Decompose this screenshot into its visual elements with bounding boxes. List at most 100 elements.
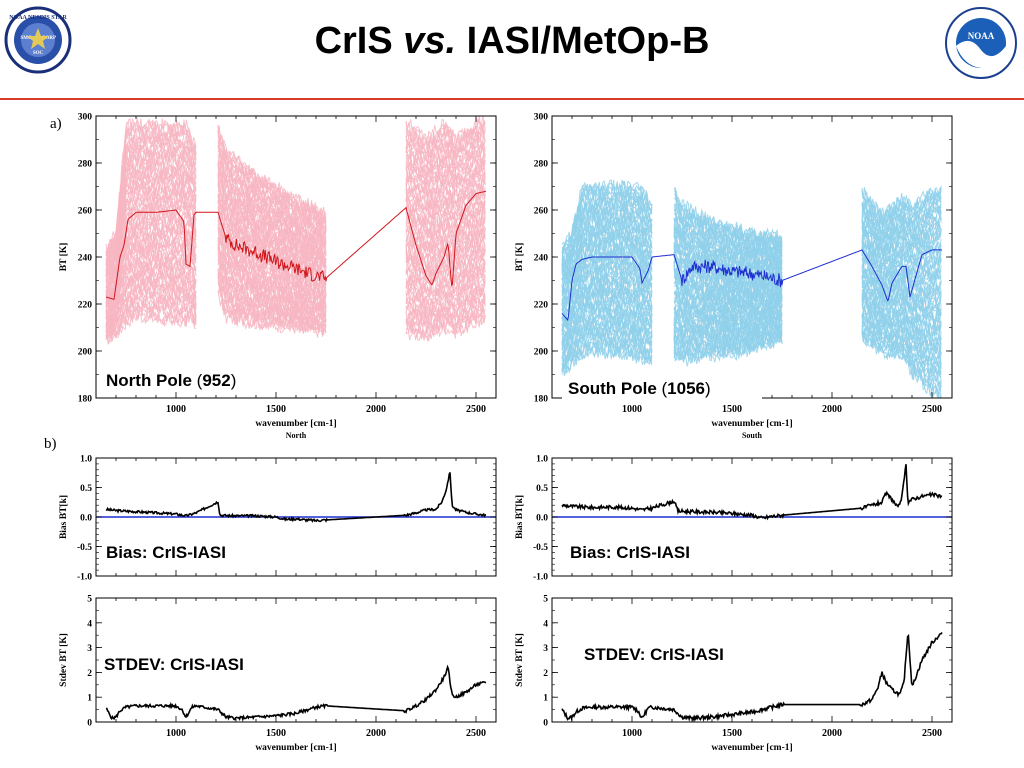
y-axis-label: Stdev BT [K] <box>59 633 69 687</box>
bt-north-chart: 180 200 220 240 260 280 300 1000 1500 2000 2500 wav… <box>59 113 497 440</box>
spectrum-line <box>673 281 783 307</box>
y-tick-label: 1 <box>87 694 92 704</box>
y-tick-label: 5 <box>543 595 548 605</box>
y-tick-label: 220 <box>78 301 93 311</box>
svg-text:CORP: CORP <box>42 36 56 41</box>
y-tick-label: 300 <box>534 113 549 123</box>
pole-label-bg <box>100 368 286 392</box>
spectrum-line <box>861 207 942 241</box>
y-tick-label: 300 <box>78 113 93 123</box>
spectrum-line <box>561 246 653 305</box>
series-group <box>561 631 943 722</box>
y-tick-label: 260 <box>534 207 549 217</box>
spectrum-line <box>405 192 486 223</box>
y-tick-label: 0.5 <box>80 484 92 494</box>
x-tick-label: 1500 <box>266 728 286 739</box>
y-tick-label: 240 <box>534 254 549 264</box>
spectrum-line <box>217 230 327 296</box>
series-group <box>105 664 487 722</box>
spectrum-line <box>405 163 486 192</box>
y-tick-label: -0.5 <box>77 543 92 553</box>
spectrum-line <box>673 310 783 334</box>
spectrum-line <box>861 299 942 352</box>
pole-paren-close: ) <box>231 371 237 390</box>
spectrum-line <box>405 200 486 227</box>
svg-text:SMC: SMC <box>20 36 32 41</box>
y-axis-label: BT [K] <box>59 243 69 272</box>
pole-label-bg <box>562 376 762 400</box>
pole-label-text: South Pole (1056) <box>568 379 711 398</box>
x-tick-label: 1500 <box>722 404 742 415</box>
header-rule <box>0 98 1024 100</box>
y-tick-label: 3 <box>87 644 92 654</box>
x-tick-label: 2500 <box>922 728 942 739</box>
x-tick-label: 1500 <box>722 728 742 739</box>
x-tick-label: 2000 <box>366 404 386 415</box>
x-tick-label: 1500 <box>266 404 286 415</box>
mean-spectrum-line <box>105 190 487 300</box>
spectrum-line <box>861 260 942 298</box>
spectrum-line <box>217 255 327 314</box>
spectrum-line <box>405 134 486 165</box>
spectrum-line <box>105 117 197 255</box>
spectrum-line <box>217 193 327 272</box>
spectrum-line <box>217 153 327 238</box>
spectrum-line <box>561 308 653 352</box>
spectrum-line <box>561 289 653 330</box>
y-axis-label: Stdev BT [K] <box>515 633 525 687</box>
bias-north-chart: -1.0 -0.5 0.0 0.5 1.0 Bias BT[k] Bias: CrIS-IA… <box>59 455 497 583</box>
series-label: STDEV: CrIS-IASI <box>104 655 244 674</box>
spectrum-line <box>217 145 327 237</box>
y-tick-label: 180 <box>78 395 93 405</box>
x-tick-label: 2500 <box>466 728 486 739</box>
spectrum-line <box>561 331 653 371</box>
spectrum-line <box>405 223 486 253</box>
y-tick-label: -1.0 <box>77 573 92 583</box>
series-line <box>105 664 487 722</box>
y-tick-label: 0.0 <box>536 514 548 524</box>
spectrum-line <box>561 264 653 315</box>
panel-letter-a: a) <box>50 116 62 132</box>
y-axis-label: Bias BT[k] <box>59 495 69 539</box>
x-tick-label: 1000 <box>622 728 642 739</box>
spectrum-line <box>405 281 486 311</box>
spectrum-line <box>673 329 783 359</box>
spectrum-line <box>217 274 327 328</box>
spectrum-line <box>561 236 653 293</box>
spectra-group <box>561 179 942 398</box>
svg-text:NOAA: NOAA <box>968 31 995 41</box>
svg-text:SOC: SOC <box>33 51 44 56</box>
spectrum-line <box>673 268 783 299</box>
pole-label-text: North Pole (952) <box>106 371 236 390</box>
y-axis-label: Bias BT[k] <box>515 495 525 539</box>
spectrum-line <box>561 324 653 363</box>
noaa-logo: NOAA <box>945 7 1017 79</box>
spectrum-line <box>561 257 653 311</box>
y-tick-label: 3 <box>543 644 548 654</box>
spectrum-line <box>405 164 486 194</box>
pole-name: South Pole <box>568 379 662 398</box>
spectrum-line <box>217 125 327 223</box>
y-tick-label: 220 <box>534 301 549 311</box>
spectrum-line <box>861 204 942 239</box>
y-tick-label: -1.0 <box>533 573 548 583</box>
spectrum-line <box>405 314 486 343</box>
spectrum-line <box>405 213 486 243</box>
stdev-north-chart: 0 1 2 3 4 5 1000 1500 2000 2500 wavenumber [cm-1] S… <box>59 595 497 753</box>
spectrum-line <box>861 315 942 378</box>
spectrum-line <box>405 201 486 227</box>
y-tick-label: 200 <box>534 348 549 358</box>
y-tick-label: 280 <box>534 160 549 170</box>
pole-count: 952 <box>202 371 230 390</box>
x-tick-label: 2500 <box>466 404 486 415</box>
spectrum-line <box>105 310 197 345</box>
y-tick-label: 0 <box>543 719 548 729</box>
stdev-south-chart: 0 1 2 3 4 5 1000 1500 2000 2500 wavenumber [cm-1] S… <box>515 595 953 753</box>
spectrum-line <box>217 168 327 252</box>
x-tick-label: 1000 <box>622 404 642 415</box>
y-tick-label: 180 <box>534 395 549 405</box>
pole-label: North Pole (952) <box>100 368 286 392</box>
chart-subtitle: North <box>286 431 307 440</box>
series-line <box>105 472 487 523</box>
x-axis-label: wavenumber [cm-1] <box>255 743 336 753</box>
